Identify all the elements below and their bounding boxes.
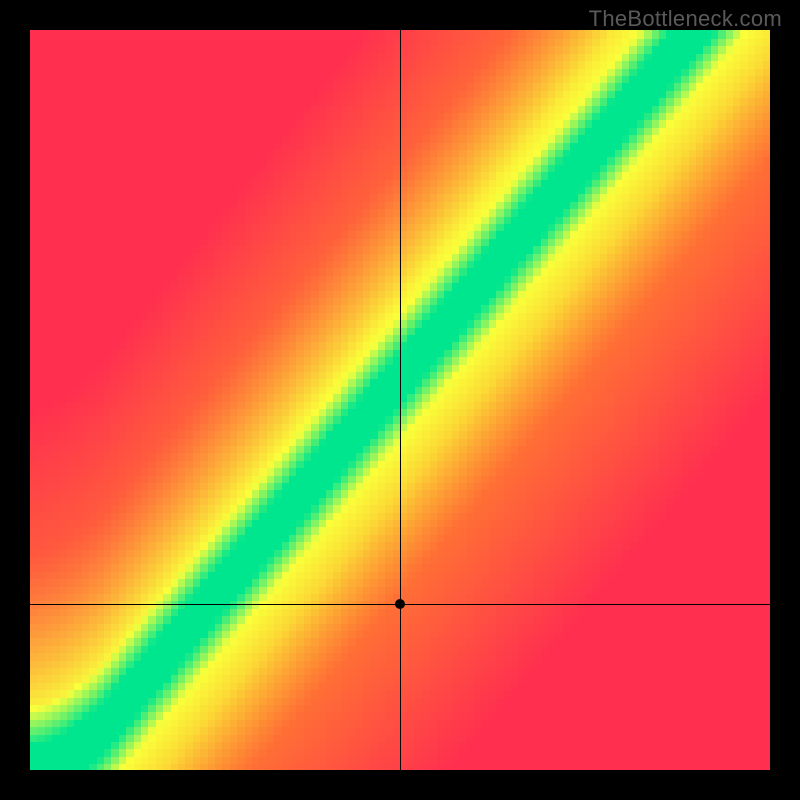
plot-area	[30, 30, 770, 770]
crosshair-vertical	[400, 30, 401, 770]
watermark-text: TheBottleneck.com	[589, 6, 782, 32]
data-point	[395, 599, 405, 609]
chart-container: TheBottleneck.com	[0, 0, 800, 800]
